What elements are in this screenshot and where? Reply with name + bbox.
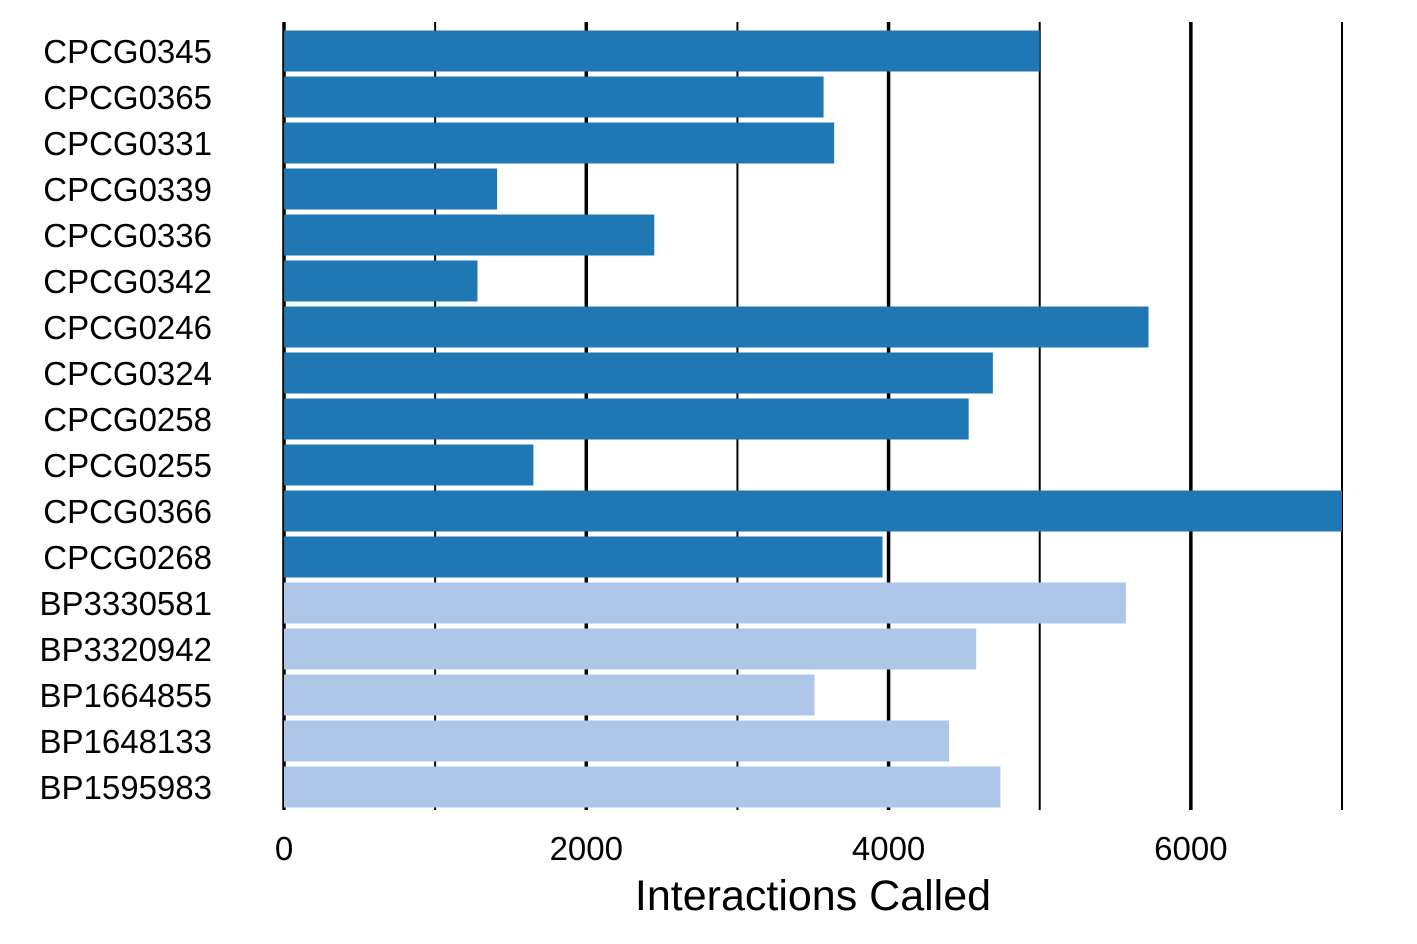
bars (284, 30, 1342, 808)
category-label: BP3330581 (40, 585, 213, 622)
category-label: CPCG0345 (43, 33, 212, 70)
bar-cpcg0366 (284, 490, 1342, 532)
category-label: CPCG0339 (43, 171, 212, 208)
category-label: CPCG0258 (43, 401, 212, 438)
bar-cpcg0339 (284, 168, 498, 210)
bar-cpcg0246 (284, 306, 1149, 348)
category-label: CPCG0336 (43, 217, 212, 254)
x-tick-label: 0 (275, 830, 293, 867)
x-tick-label: 6000 (1154, 830, 1227, 867)
bar-cpcg0331 (284, 122, 835, 164)
bar-cpcg0342 (284, 260, 478, 302)
bar-cpcg0255 (284, 444, 534, 486)
category-label: CPCG0331 (43, 125, 212, 162)
category-label: CPCG0246 (43, 309, 212, 346)
bar-bp3320942 (284, 628, 977, 670)
category-label: BP1648133 (40, 723, 213, 760)
category-label: CPCG0255 (43, 447, 212, 484)
x-axis-title: Interactions Called (635, 872, 991, 920)
category-label: CPCG0365 (43, 79, 212, 116)
bar-bp3330581 (284, 582, 1126, 624)
bar-bp1595983 (284, 766, 1001, 808)
bar-cpcg0345 (284, 30, 1040, 72)
bar-bp1648133 (284, 720, 950, 762)
x-tick-label: 2000 (550, 830, 623, 867)
bar-bp1664855 (284, 674, 815, 716)
category-labels: CPCG0345 CPCG0365 CPCG0331 CPCG0339 CPCG0336… (40, 33, 213, 806)
category-label: BP1664855 (40, 677, 213, 714)
bar-cpcg0268 (284, 536, 883, 578)
category-label: CPCG0366 (43, 493, 212, 530)
category-label: CPCG0324 (43, 355, 212, 392)
category-label: BP1595983 (40, 769, 213, 806)
bar-cpcg0336 (284, 214, 655, 256)
category-label: BP3320942 (40, 631, 213, 668)
x-tick-label: 4000 (852, 830, 925, 867)
category-label: CPCG0342 (43, 263, 212, 300)
bar-cpcg0365 (284, 76, 824, 118)
bar-cpcg0324 (284, 352, 993, 394)
bar-cpcg0258 (284, 398, 969, 440)
category-label: CPCG0268 (43, 539, 212, 576)
x-tick-labels: 0 2000 4000 6000 (275, 830, 1228, 867)
